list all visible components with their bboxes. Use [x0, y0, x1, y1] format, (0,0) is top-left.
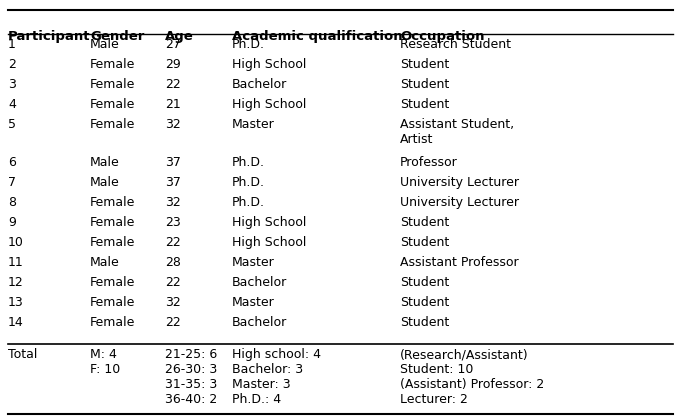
Text: High School: High School: [232, 236, 307, 249]
Text: 37: 37: [165, 176, 181, 189]
Text: Student: Student: [400, 58, 449, 71]
Text: Female: Female: [90, 316, 135, 329]
Text: 22: 22: [165, 236, 181, 249]
Text: 32: 32: [165, 118, 181, 131]
Text: Master: Master: [232, 296, 275, 309]
Text: 1: 1: [8, 38, 16, 51]
Text: Master: Master: [232, 118, 275, 131]
Text: 22: 22: [165, 316, 181, 329]
Text: Research Student: Research Student: [400, 38, 511, 51]
Text: Ph.D.: Ph.D.: [232, 156, 265, 169]
Text: High School: High School: [232, 58, 307, 71]
Text: (Research/Assistant)
Student: 10
(Assistant) Professor: 2
Lecturer: 2: (Research/Assistant) Student: 10 (Assist…: [400, 348, 544, 406]
Text: University Lecturer: University Lecturer: [400, 176, 519, 189]
Text: Age: Age: [165, 30, 194, 43]
Text: 32: 32: [165, 296, 181, 309]
Text: Bachelor: Bachelor: [232, 276, 287, 289]
Text: Student: Student: [400, 216, 449, 229]
Text: Participant: Participant: [8, 30, 90, 43]
Text: Assistant Professor: Assistant Professor: [400, 256, 519, 269]
Text: Female: Female: [90, 236, 135, 249]
Text: Female: Female: [90, 98, 135, 111]
Text: Female: Female: [90, 216, 135, 229]
Text: 9: 9: [8, 216, 16, 229]
Text: Student: Student: [400, 98, 449, 111]
Text: 3: 3: [8, 78, 16, 91]
Text: Ph.D.: Ph.D.: [232, 38, 265, 51]
Text: Student: Student: [400, 78, 449, 91]
Text: Bachelor: Bachelor: [232, 316, 287, 329]
Text: Male: Male: [90, 256, 120, 269]
Text: M: 4
F: 10: M: 4 F: 10: [90, 348, 120, 376]
Text: Bachelor: Bachelor: [232, 78, 287, 91]
Text: Ph.D.: Ph.D.: [232, 196, 265, 209]
Text: Total: Total: [8, 348, 37, 361]
Text: Occupation: Occupation: [400, 30, 484, 43]
Text: High school: 4
Bachelor: 3
Master: 3
Ph.D.: 4: High school: 4 Bachelor: 3 Master: 3 Ph.…: [232, 348, 321, 406]
Text: University Lecturer: University Lecturer: [400, 196, 519, 209]
Text: 32: 32: [165, 196, 181, 209]
Text: Gender: Gender: [90, 30, 144, 43]
Text: Student: Student: [400, 316, 449, 329]
Text: Female: Female: [90, 118, 135, 131]
Text: 10: 10: [8, 236, 24, 249]
Text: 5: 5: [8, 118, 16, 131]
Text: 27: 27: [165, 38, 181, 51]
Text: Female: Female: [90, 58, 135, 71]
Text: 21: 21: [165, 98, 181, 111]
Text: 11: 11: [8, 256, 24, 269]
Text: High School: High School: [232, 98, 307, 111]
Text: Professor: Professor: [400, 156, 458, 169]
Text: Assistant Student,
Artist: Assistant Student, Artist: [400, 118, 514, 146]
Text: 12: 12: [8, 276, 24, 289]
Text: 13: 13: [8, 296, 24, 309]
Text: 6: 6: [8, 156, 16, 169]
Text: Male: Male: [90, 38, 120, 51]
Text: High School: High School: [232, 216, 307, 229]
Text: Female: Female: [90, 296, 135, 309]
Text: 22: 22: [165, 78, 181, 91]
Text: Ph.D.: Ph.D.: [232, 176, 265, 189]
Text: Female: Female: [90, 276, 135, 289]
Text: Student: Student: [400, 236, 449, 249]
Text: 37: 37: [165, 156, 181, 169]
Text: 14: 14: [8, 316, 24, 329]
Text: Student: Student: [400, 296, 449, 309]
Text: Female: Female: [90, 196, 135, 209]
Text: 22: 22: [165, 276, 181, 289]
Text: Academic qualification: Academic qualification: [232, 30, 403, 43]
Text: 4: 4: [8, 98, 16, 111]
Text: 23: 23: [165, 216, 181, 229]
Text: 8: 8: [8, 196, 16, 209]
Text: Master: Master: [232, 256, 275, 269]
Text: 7: 7: [8, 176, 16, 189]
Text: Female: Female: [90, 78, 135, 91]
Text: 2: 2: [8, 58, 16, 71]
Text: 28: 28: [165, 256, 181, 269]
Text: Student: Student: [400, 276, 449, 289]
Text: 29: 29: [165, 58, 181, 71]
Text: 21-25: 6
26-30: 3
31-35: 3
36-40: 2: 21-25: 6 26-30: 3 31-35: 3 36-40: 2: [165, 348, 217, 406]
Text: Male: Male: [90, 176, 120, 189]
Text: Male: Male: [90, 156, 120, 169]
